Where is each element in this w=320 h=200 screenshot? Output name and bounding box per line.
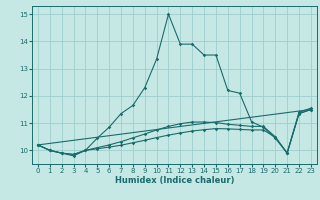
X-axis label: Humidex (Indice chaleur): Humidex (Indice chaleur) xyxy=(115,176,234,185)
